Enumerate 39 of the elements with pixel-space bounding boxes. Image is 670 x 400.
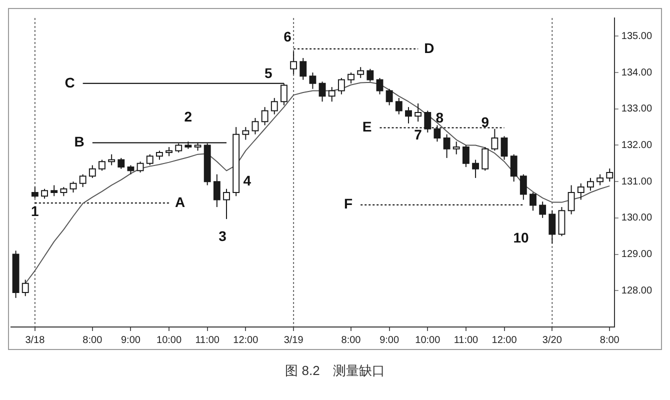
- annotation: 10: [513, 230, 529, 246]
- series-label: C: [64, 74, 75, 90]
- series-label: A: [175, 194, 186, 210]
- y-tick-label: 129.00: [621, 249, 652, 260]
- x-tick-label: 9:00: [120, 334, 141, 346]
- x-tick-label: 8:00: [341, 334, 362, 346]
- x-tick-label: 10:00: [415, 334, 441, 346]
- series-label: B: [74, 134, 84, 150]
- x-tick-label: 3/19: [284, 334, 304, 346]
- y-tick-label: 132.00: [621, 140, 652, 151]
- x-tick-label: 3/20: [542, 334, 562, 346]
- x-tick-label: 9:00: [380, 334, 400, 346]
- x-tick-label: 12:00: [233, 334, 259, 346]
- y-tick-label: 134.00: [621, 67, 652, 78]
- annotation: 9: [481, 114, 490, 130]
- y-tick-label: 133.00: [621, 104, 652, 115]
- caption: 图 8.2 测量缺口: [284, 362, 386, 380]
- annotation: 2: [184, 108, 192, 124]
- annotation: 6: [284, 28, 292, 44]
- annotation: 3: [218, 228, 227, 244]
- annotation: 1: [31, 202, 40, 219]
- x-tick-label: 10:00: [156, 334, 182, 346]
- annotation: 7: [414, 126, 422, 142]
- x-tick-label: 12:00: [492, 334, 518, 346]
- series-label: E: [362, 118, 372, 135]
- y-tick-label: 130.00: [621, 212, 652, 224]
- y-tick-label: 135.00: [621, 30, 652, 42]
- annotation: 5: [264, 64, 272, 81]
- x-tick-label: 3/18: [25, 334, 46, 346]
- x-tick-label: 8:00: [82, 334, 103, 346]
- y-tick-label: 128.00: [621, 285, 652, 296]
- annotation: 4: [243, 172, 252, 188]
- series-label: F: [344, 196, 354, 212]
- series-label: D: [424, 40, 434, 56]
- x-tick-label: 8:00: [600, 334, 620, 346]
- y-tick-label: 131.00: [621, 176, 652, 188]
- x-tick-label: 11:00: [195, 334, 220, 346]
- annotation: 8: [436, 110, 444, 126]
- x-tick-label: 11:00: [454, 334, 479, 346]
